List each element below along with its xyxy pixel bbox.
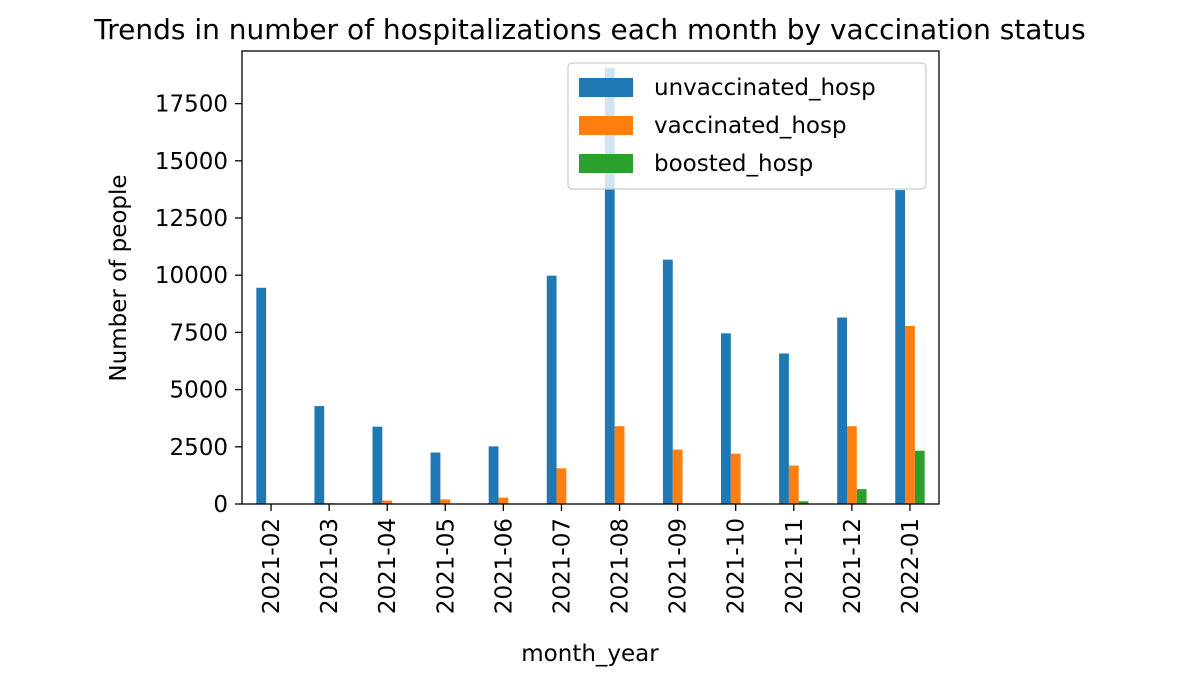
y-tick-label: 7500 (169, 320, 228, 346)
chart-title: Trends in number of hospitalizations eac… (93, 13, 1086, 46)
bar-vaccinated_hosp-2021-08 (614, 426, 625, 504)
bar-vaccinated_hosp-2021-07 (556, 468, 567, 504)
bar-unvaccinated_hosp-2021-02 (256, 287, 267, 504)
x-tick-label: 2021-08 (608, 518, 634, 614)
bar-boosted_hosp-2022-01 (914, 450, 925, 504)
bar-vaccinated_hosp-2021-12 (846, 426, 857, 504)
x-tick-label: 2021-05 (433, 518, 459, 614)
bar-unvaccinated_hosp-2021-05 (430, 452, 441, 504)
bar-vaccinated_hosp-2021-10 (730, 453, 741, 504)
x-tick-label: 2021-10 (724, 518, 750, 614)
bar-vaccinated_hosp-2021-05 (440, 499, 451, 504)
bar-unvaccinated_hosp-2021-09 (662, 259, 673, 504)
bar-unvaccinated_hosp-2022-01 (895, 190, 906, 504)
legend-box (567, 62, 927, 190)
bar-unvaccinated_hosp-2021-07 (546, 275, 557, 504)
x-axis-label: month_year (521, 641, 659, 667)
y-tick-label: 2500 (169, 435, 228, 461)
x-axis: 2021-02 2021-03 2021-04 2021-05 2021-06 2021-… (259, 504, 924, 614)
x-tick-label: 2021-11 (782, 518, 808, 614)
bar-unvaccinated_hosp-2021-11 (779, 353, 789, 504)
bar-vaccinated_hosp-2021-04 (382, 500, 393, 504)
bar-unvaccinated_hosp-2021-04 (372, 426, 383, 504)
bar-unvaccinated_hosp-2021-08 (604, 68, 615, 504)
y-tick-label: 15000 (155, 149, 228, 175)
x-tick-label: 2021-12 (840, 518, 866, 614)
plot-area (256, 68, 925, 504)
x-tick-label: 2022-01 (898, 518, 924, 614)
x-tick-label: 2021-03 (317, 518, 343, 614)
bar-vaccinated_hosp-2021-11 (788, 465, 799, 504)
bar-vaccinated_hosp-2022-01 (905, 326, 915, 504)
legend-swatch-vaccinated_hosp (579, 116, 633, 135)
y-tick-label: 10000 (155, 263, 228, 289)
x-tick-label: 2021-07 (549, 518, 575, 614)
x-tick-label: 2021-02 (259, 518, 285, 614)
bar-vaccinated_hosp-2021-06 (498, 497, 509, 504)
y-tick-label: 0 (213, 492, 228, 518)
x-tick-label: 2021-04 (375, 518, 401, 614)
bar-boosted_hosp-2021-12 (856, 489, 867, 504)
bar-unvaccinated_hosp-2021-03 (314, 406, 325, 504)
legend-label-vaccinated_hosp: vaccinated_hosp (654, 113, 847, 139)
bar-unvaccinated_hosp-2021-06 (488, 446, 499, 504)
legend-swatch-boosted_hosp (579, 154, 633, 173)
y-axis-label: Number of people (106, 174, 132, 381)
y-tick-label: 5000 (169, 378, 228, 404)
y-axis: 0 2500 5000 7500 10000 12500 15000 17500 (155, 92, 242, 518)
bar-unvaccinated_hosp-2021-12 (837, 317, 847, 504)
bar-boosted_hosp-2021-11 (798, 501, 809, 504)
y-tick-label: 17500 (155, 92, 228, 118)
legend-swatch-unvaccinated_hosp (579, 78, 633, 97)
axes-frame (241, 50, 940, 505)
bar-unvaccinated_hosp-2021-10 (721, 333, 731, 504)
legend-label-boosted_hosp: boosted_hosp (654, 151, 813, 177)
x-tick-label: 2021-09 (666, 518, 692, 614)
bar-vaccinated_hosp-2021-09 (672, 449, 683, 504)
x-tick-label: 2021-06 (491, 518, 517, 614)
legend-label-unvaccinated_hosp: unvaccinated_hosp (654, 75, 876, 101)
legend: unvaccinated_hosp vaccinated_hosp boosted_… (567, 62, 927, 190)
y-tick-label: 12500 (155, 206, 228, 232)
